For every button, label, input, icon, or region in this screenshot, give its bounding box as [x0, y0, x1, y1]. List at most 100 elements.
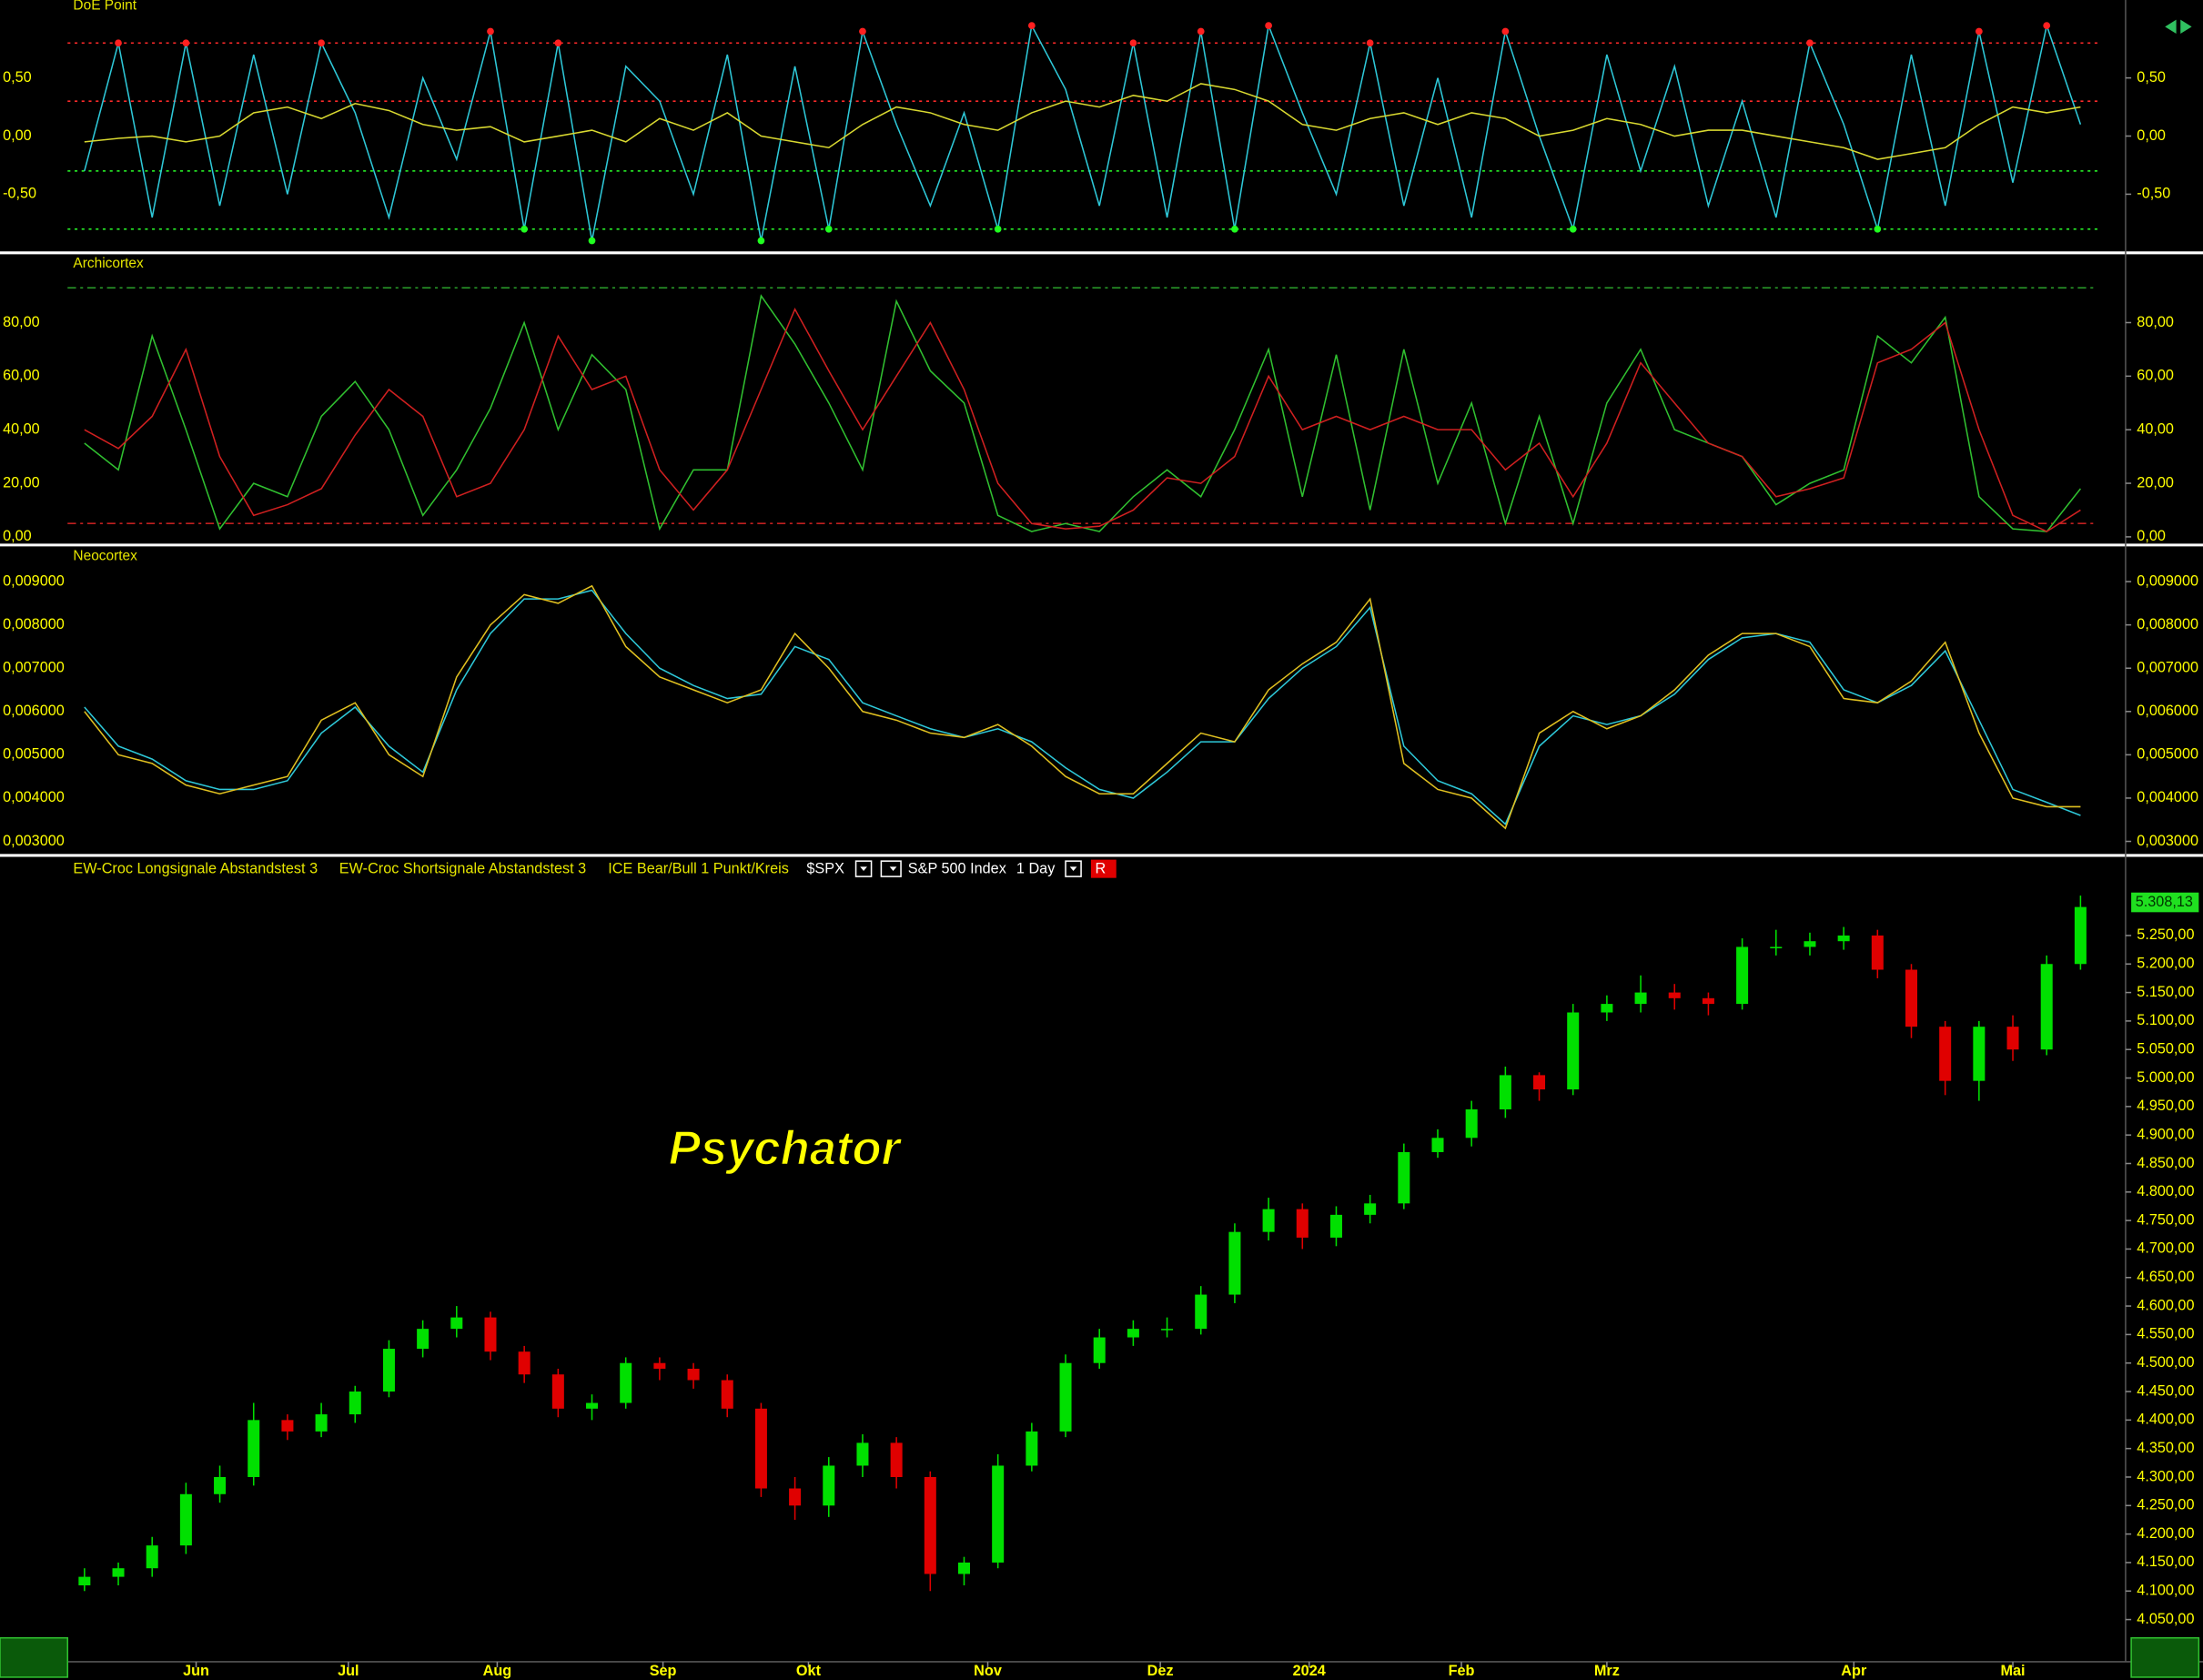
y-tick-label: 4.400,00: [2137, 1412, 2194, 1428]
candle-body: [1431, 1138, 1444, 1152]
y-tick-label: 0,003000: [3, 833, 65, 849]
candle-body: [1398, 1151, 1410, 1204]
signal-dot: [1806, 39, 1814, 47]
candle-body: [620, 1362, 632, 1403]
candle-body: [1702, 997, 1714, 1005]
signal-dot: [824, 225, 833, 233]
symbol-name: S&P 500 Index: [908, 861, 1006, 877]
button[interactable]: [1090, 859, 1117, 878]
y-tick-label: 20,00: [3, 474, 40, 491]
y-tick-label: 0,009000: [2137, 572, 2198, 589]
y-tick-label: 4.850,00: [2137, 1155, 2194, 1171]
candle-body: [1161, 1329, 1174, 1331]
candle-body: [586, 1402, 599, 1409]
panel-title: Archicortex: [73, 256, 144, 271]
y-tick-label: 0,00: [2137, 127, 2166, 144]
status-box: [0, 1636, 69, 1678]
signal-dot: [554, 39, 562, 47]
y-tick-label: 0,00: [3, 528, 32, 544]
candle-body: [1026, 1431, 1038, 1466]
candle-body: [823, 1465, 835, 1506]
y-tick-label: 4.800,00: [2137, 1183, 2194, 1199]
y-tick-label: 4.350,00: [2137, 1440, 2194, 1456]
candle-body: [1567, 1012, 1580, 1090]
y-tick-label: 80,00: [3, 314, 40, 330]
candle-body: [721, 1380, 733, 1409]
watermark: Psychator: [669, 1122, 903, 1176]
indicator-label[interactable]: ICE Bear/Bull 1 Punkt/Kreis: [608, 861, 789, 877]
signal-dot: [1975, 27, 1983, 35]
y-tick-label: -0,50: [3, 186, 36, 202]
candle-body: [1905, 969, 1918, 1027]
nav-arrows[interactable]: [2165, 19, 2192, 35]
x-tick-label: Okt: [796, 1663, 822, 1679]
indicator-label[interactable]: EW-Croc Shortsignale Abstandstest 3: [339, 861, 586, 877]
x-tick-label: Aug: [483, 1663, 512, 1679]
candle-body: [957, 1562, 970, 1574]
candle-body: [1939, 1027, 1952, 1081]
symbol[interactable]: $SPX: [806, 861, 844, 877]
candle-body: [214, 1476, 227, 1494]
series-line: [84, 589, 2081, 825]
dropdown[interactable]: [880, 860, 902, 877]
signal-dot: [318, 39, 325, 47]
button-label[interactable]: R: [1096, 861, 1107, 877]
y-tick-label: 0,004000: [2137, 789, 2198, 805]
x-tick-label: Feb: [1449, 1663, 1475, 1679]
signal-dot: [1366, 39, 1374, 47]
candle-body: [484, 1317, 497, 1352]
indicator-label[interactable]: EW-Croc Longsignale Abstandstest 3: [73, 861, 318, 877]
signal-dot: [1129, 39, 1137, 47]
y-tick-label: 0,006000: [2137, 703, 2198, 719]
candle-body: [1601, 1004, 1613, 1013]
x-tick-label: Jul: [338, 1663, 359, 1679]
candle-body: [687, 1368, 700, 1381]
y-tick-label: 4.050,00: [2137, 1611, 2194, 1627]
candle-body: [1059, 1362, 1072, 1432]
y-tick-label: 4.500,00: [2137, 1354, 2194, 1371]
y-tick-label: 5.050,00: [2137, 1041, 2194, 1058]
y-tick-label: 4.250,00: [2137, 1497, 2194, 1513]
last-price-box: [2131, 892, 2199, 913]
y-tick-label: 5.000,00: [2137, 1069, 2194, 1086]
y-tick-label: 60,00: [2137, 368, 2174, 384]
candle-body: [1634, 992, 1647, 1005]
signal-dot: [1231, 225, 1238, 233]
candle-body: [992, 1465, 1005, 1563]
candle-body: [1228, 1231, 1241, 1295]
y-tick-label: 40,00: [3, 420, 40, 437]
x-tick-label: Mrz: [1594, 1663, 1620, 1679]
y-tick-label: -0,50: [2137, 186, 2170, 202]
y-tick-label: 0,00: [2137, 528, 2166, 544]
signal-dot: [994, 225, 1002, 233]
candle-body: [1736, 946, 1749, 1005]
x-tick-label: 2024: [1293, 1663, 1326, 1679]
y-tick-label: 4.650,00: [2137, 1269, 2194, 1285]
y-tick-label: 0,009000: [3, 572, 65, 589]
candle-body: [78, 1576, 91, 1586]
candle-body: [179, 1493, 192, 1546]
y-tick-label: 4.450,00: [2137, 1382, 2194, 1399]
y-tick-label: 5.200,00: [2137, 956, 2194, 972]
series-line: [84, 83, 2081, 160]
candle-body: [1127, 1329, 1139, 1338]
dropdown-arrow: [1069, 866, 1077, 871]
interval: 1 Day: [1016, 861, 1056, 877]
candle-body: [518, 1351, 531, 1375]
candle-body: [382, 1349, 395, 1392]
y-tick-label: 4.100,00: [2137, 1583, 2194, 1599]
signal-dot: [1027, 22, 1036, 29]
y-tick-label: 60,00: [3, 368, 40, 384]
y-tick-label: 4.700,00: [2137, 1240, 2194, 1257]
candle-body: [789, 1488, 802, 1506]
x-tick-label: Sep: [650, 1663, 677, 1679]
candle-body: [349, 1392, 361, 1415]
candle-body: [1465, 1108, 1478, 1139]
candle-body: [1770, 946, 1783, 949]
y-tick-label: 0,50: [3, 69, 32, 86]
candle-body: [1093, 1337, 1106, 1363]
signal-dot: [588, 237, 596, 245]
y-tick-label: 40,00: [2137, 420, 2174, 437]
y-tick-label: 0,008000: [2137, 616, 2198, 633]
